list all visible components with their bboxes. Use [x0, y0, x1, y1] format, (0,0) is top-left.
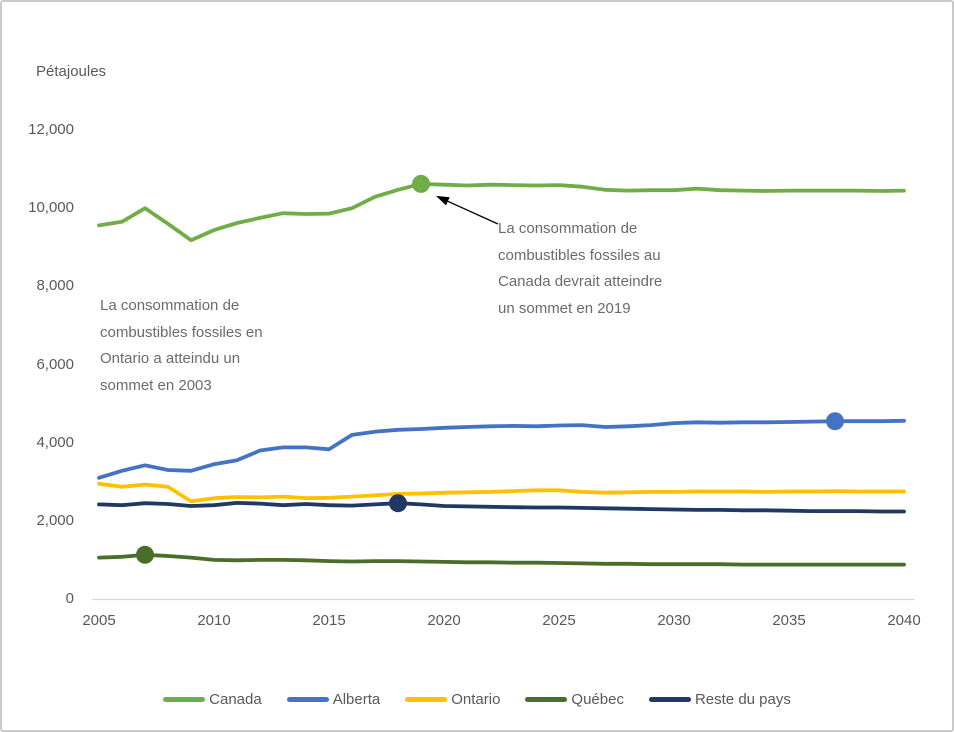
y-axis-tick-label: 6,000 [36, 355, 74, 373]
legend-swatch-canada [163, 697, 206, 702]
legend-item-canada: Canada [163, 691, 262, 708]
legend-label-qu-bec: Québec [571, 691, 624, 708]
annotation-ontario-peak: La consommation de combustibles fossiles… [100, 297, 263, 394]
x-axis-tick-label: 2040 [887, 612, 921, 629]
legend-item-ontario: Ontario [405, 691, 500, 708]
legend-item-qu-bec: Québec [525, 691, 624, 708]
legend-swatch-alberta [286, 697, 329, 702]
y-axis-units-label: Pétajoules [36, 63, 107, 80]
series-line-canada [97, 181, 906, 243]
x-axis-tick-label: 2005 [82, 612, 116, 629]
series-line-alberta [97, 418, 906, 480]
series-line-qu-bec [97, 552, 906, 567]
x-axis-tick-label: 2020 [427, 612, 461, 629]
x-axis-tick-label: 2025 [542, 612, 576, 629]
y-axis-tick-label: 8,000 [36, 277, 74, 295]
peak-marker-alberta [826, 412, 844, 431]
legend: Canada Alberta Ontario Québec Reste du pays [2, 691, 952, 708]
annotation-arrow-head [436, 195, 450, 206]
legend-label-alberta: Alberta [332, 691, 381, 708]
x-axis-tick-label: 2030 [657, 612, 691, 629]
y-axis-tick-label: 2,000 [36, 511, 74, 529]
x-axis-tick-label: 2015 [312, 612, 346, 629]
legend-item-reste-du-pays: Reste du pays [648, 691, 791, 708]
y-axis-tick-label: 4,000 [36, 433, 74, 451]
legend-item-alberta: Alberta [286, 691, 381, 708]
legend-label-reste-du-pays: Reste du pays [694, 691, 791, 708]
legend-swatch-reste-du-pays [648, 697, 691, 702]
y-axis-tick-label: 12,000 [28, 121, 74, 138]
x-axis-tick-label: 2010 [197, 612, 231, 629]
peak-marker-qu-bec [136, 545, 154, 564]
y-axis-tick-label: 0 [65, 590, 74, 607]
annotation-arrow-line [447, 200, 499, 225]
x-axis-tick-label: 2035 [772, 612, 806, 629]
y-axis-tick-label: 10,000 [28, 199, 74, 217]
series-line-ontario [97, 481, 906, 504]
series-line-reste-du-pays [97, 500, 906, 514]
annotation-canada-peak: La consommation de combustibles fossiles… [498, 220, 663, 317]
legend-swatch-ontario [405, 697, 448, 702]
legend-swatch-qu-bec [525, 697, 568, 702]
peak-marker-canada [412, 174, 430, 193]
peak-marker-reste-du-pays [389, 494, 407, 513]
legend-label-canada: Canada [209, 691, 262, 708]
legend-label-ontario: Ontario [451, 691, 501, 708]
